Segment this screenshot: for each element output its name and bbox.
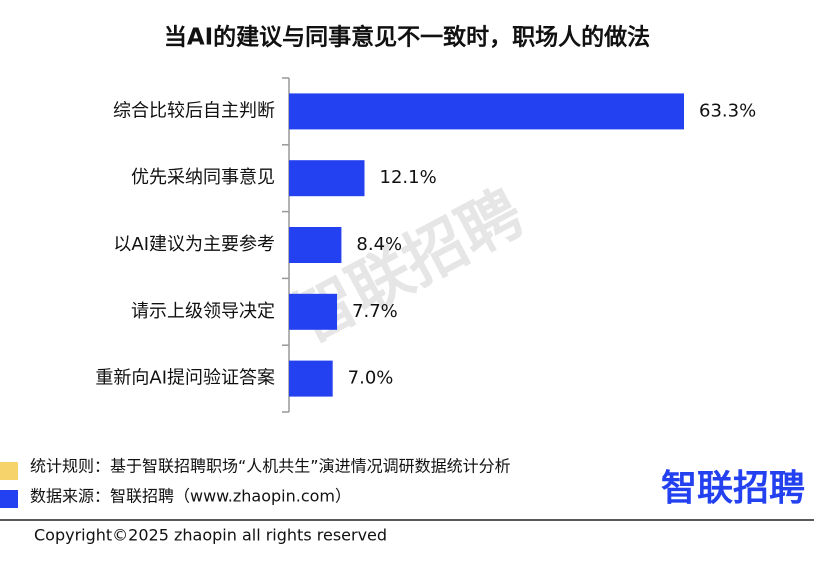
category-label: 优先采纳同事意见: [131, 167, 275, 188]
value-label: 12.1%: [380, 167, 437, 188]
value-label: 63.3%: [699, 100, 756, 121]
value-label: 7.0%: [348, 368, 394, 389]
bar: [289, 360, 333, 397]
source-bullet: [0, 490, 18, 508]
rule-bullet: [0, 462, 18, 480]
category-label: 重新向AI提问验证答案: [95, 368, 275, 389]
category-label: 请示上级领导决定: [131, 301, 275, 322]
bar: [289, 293, 338, 330]
bar: [289, 227, 342, 263]
bar: [289, 93, 684, 130]
value-label: 8.4%: [356, 234, 402, 255]
value-label: 7.7%: [352, 301, 398, 322]
rule-note: 统计规则：基于智联招聘职场“人机共生”演进情况调研数据统计分析: [30, 457, 511, 476]
bar: [289, 160, 365, 197]
category-label: 以AI建议为主要参考: [113, 234, 275, 255]
source-note: 数据来源：智联招聘（www.zhaopin.com）: [30, 487, 351, 506]
logo: 智联招聘: [661, 468, 805, 509]
category-label: 综合比较后自主判断: [113, 100, 275, 121]
copyright: Copyright©2025 zhaopin all rights reserv…: [34, 526, 387, 545]
chart-title: 当AI的建议与同事意见不一致时，职场人的做法: [164, 24, 650, 51]
